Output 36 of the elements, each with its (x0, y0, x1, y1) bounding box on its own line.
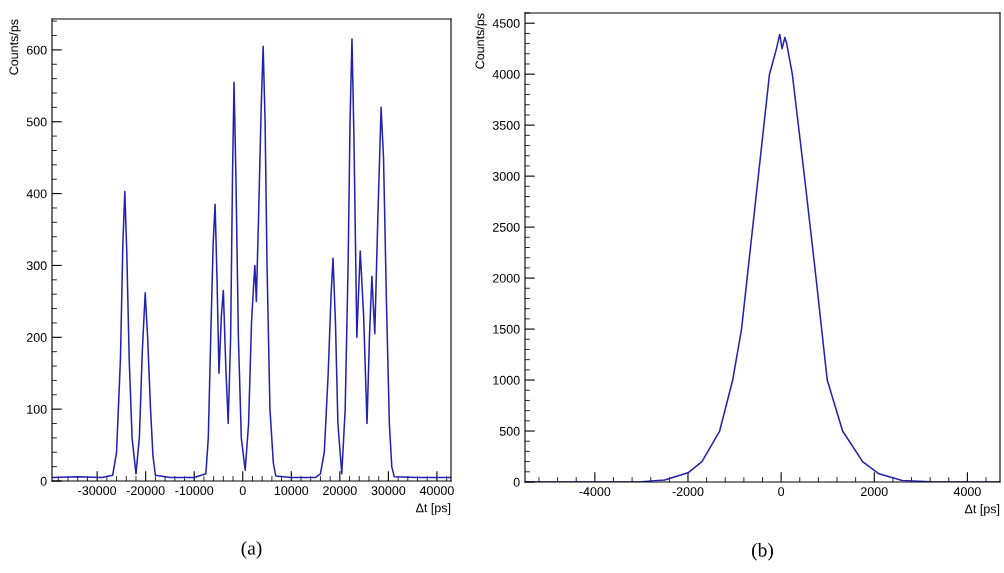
y-tick-label: 200 (26, 333, 47, 342)
x-tick-label: 2000 (860, 487, 888, 497)
x-tick-label: 40000 (419, 486, 454, 496)
y-tick-label: 500 (26, 117, 47, 127)
x-tick-label: 0 (778, 487, 785, 497)
x-tick-label: 20000 (323, 486, 357, 496)
y-tick-label: 2500 (492, 222, 520, 232)
y-axis-title: Counts/ps (475, 13, 487, 69)
x-tick-label: 0 (239, 486, 246, 496)
y-tick-label: 100 (27, 404, 47, 414)
y-tick-label: 4500 (492, 19, 520, 28)
x-tick-label: -30000 (78, 486, 117, 496)
y-tick-label: 1500 (493, 324, 520, 334)
y-tick-label: 0 (513, 477, 520, 487)
y-tick-label: 3500 (492, 120, 520, 130)
x-tick-label: -4000 (579, 487, 611, 497)
x-axis-title: Δt [ps] (964, 504, 1000, 516)
text: (a) (241, 541, 262, 559)
y-tick-label: 0 (40, 476, 47, 486)
x-tick-label: 30000 (371, 486, 406, 496)
x-tick-label: 4000 (953, 487, 981, 497)
x-axis-title: Δt [ps] (415, 503, 451, 515)
y-tick-label: 400 (26, 189, 47, 199)
y-tick-label: 3000 (492, 171, 520, 181)
y-axis-title: Counts/ps (9, 19, 21, 75)
x-tick-label: -10000 (175, 486, 214, 496)
y-tick-label: 2000 (492, 273, 520, 283)
x-tick-label: 10000 (274, 486, 309, 496)
y-tick-label: 1000 (493, 375, 520, 385)
text: (b) (752, 542, 773, 561)
y-tick-label: 600 (26, 45, 47, 55)
x-tick-label: -2000 (672, 487, 704, 497)
y-tick-label: 500 (499, 426, 520, 436)
x-tick-label: -20000 (126, 486, 165, 496)
y-tick-label: 300 (26, 261, 47, 271)
y-tick-label: 4000 (492, 69, 520, 79)
